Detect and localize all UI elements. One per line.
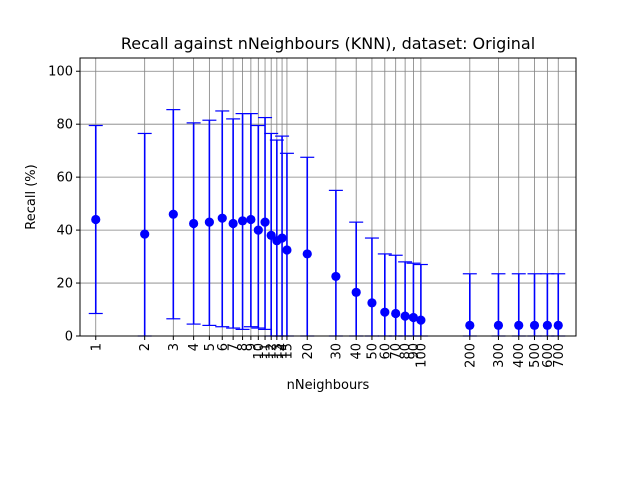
- data-point: [189, 218, 199, 229]
- y-tick-label: 80: [56, 118, 73, 133]
- y-axis-label: Recall (%): [24, 164, 39, 229]
- x-tick-label: 11: [259, 343, 274, 360]
- data-point: [465, 320, 475, 331]
- x-tick-label: 700: [552, 343, 567, 368]
- data-point: [91, 214, 101, 225]
- grid: [80, 58, 576, 337]
- x-tick-label: 90: [407, 343, 422, 360]
- data-point: [277, 233, 287, 243]
- data-point: [408, 312, 419, 323]
- x-tick-label: 10: [252, 343, 267, 360]
- data-point: [514, 320, 524, 331]
- y-tick-label: 0: [65, 330, 73, 345]
- x-tick-label: 400: [512, 343, 527, 368]
- x-tick-label: 12: [265, 343, 280, 360]
- x-tick-label: 50: [365, 343, 380, 360]
- data-point: [367, 298, 377, 308]
- x-tick-label: 40: [350, 343, 365, 360]
- x-tick-label: 30: [329, 343, 344, 360]
- y-tick-label: 60: [56, 171, 73, 186]
- x-tick-label: 13: [270, 343, 285, 360]
- data-point: [217, 213, 227, 223]
- x-tick-label: 8: [236, 343, 251, 351]
- data-series: [88, 109, 566, 337]
- x-tick-label: 500: [528, 343, 543, 368]
- x-tick-label: 80: [399, 343, 414, 360]
- plot-frame: [79, 57, 577, 337]
- x-axis-label: nNeighbours: [287, 378, 370, 393]
- x-tick-label: 5: [203, 343, 218, 351]
- data-point: [529, 320, 540, 331]
- x-tick-label: 1: [89, 343, 104, 351]
- x-tick-label: 3: [167, 343, 182, 351]
- data-point: [228, 218, 238, 229]
- y-axis-ticks: 0 20 40 60 80 100: [48, 65, 80, 345]
- y-tick-label: 20: [56, 277, 73, 292]
- data-point: [253, 225, 263, 235]
- data-point: [282, 245, 292, 255]
- x-tick-label: 15: [280, 343, 295, 360]
- x-tick-label: 20: [301, 343, 316, 360]
- x-tick-label: 2: [138, 343, 153, 351]
- y-tick-label: 40: [56, 224, 73, 239]
- chart-title: Recall against nNeighbours (KNN), datase…: [121, 34, 535, 53]
- data-point: [168, 209, 178, 219]
- x-tick-label: 7: [227, 343, 242, 351]
- data-point: [400, 311, 410, 321]
- data-point: [416, 315, 426, 325]
- data-point: [380, 307, 390, 317]
- data-point: [351, 287, 361, 297]
- data-point: [331, 271, 341, 282]
- x-tick-label: 60: [378, 343, 393, 360]
- x-tick-label: 6: [216, 343, 231, 351]
- data-point: [391, 308, 401, 319]
- x-tick-label: 4: [187, 343, 202, 351]
- x-tick-label: 70: [389, 343, 404, 360]
- data-point: [553, 320, 563, 331]
- data-point: [204, 217, 214, 227]
- x-tick-label: 300: [492, 343, 507, 368]
- x-tick-label: 600: [541, 343, 556, 368]
- data-point: [246, 214, 256, 225]
- data-point: [140, 229, 150, 239]
- x-tick-label: 100: [414, 343, 429, 368]
- x-tick-label: 14: [276, 343, 291, 360]
- data-point: [542, 320, 552, 331]
- data-point: [237, 216, 248, 226]
- data-point: [260, 217, 270, 227]
- x-tick-label: 9: [244, 343, 259, 351]
- y-tick-label: 100: [48, 65, 73, 80]
- data-point: [493, 320, 504, 331]
- x-tick-label: 200: [463, 343, 478, 368]
- data-point: [302, 249, 312, 259]
